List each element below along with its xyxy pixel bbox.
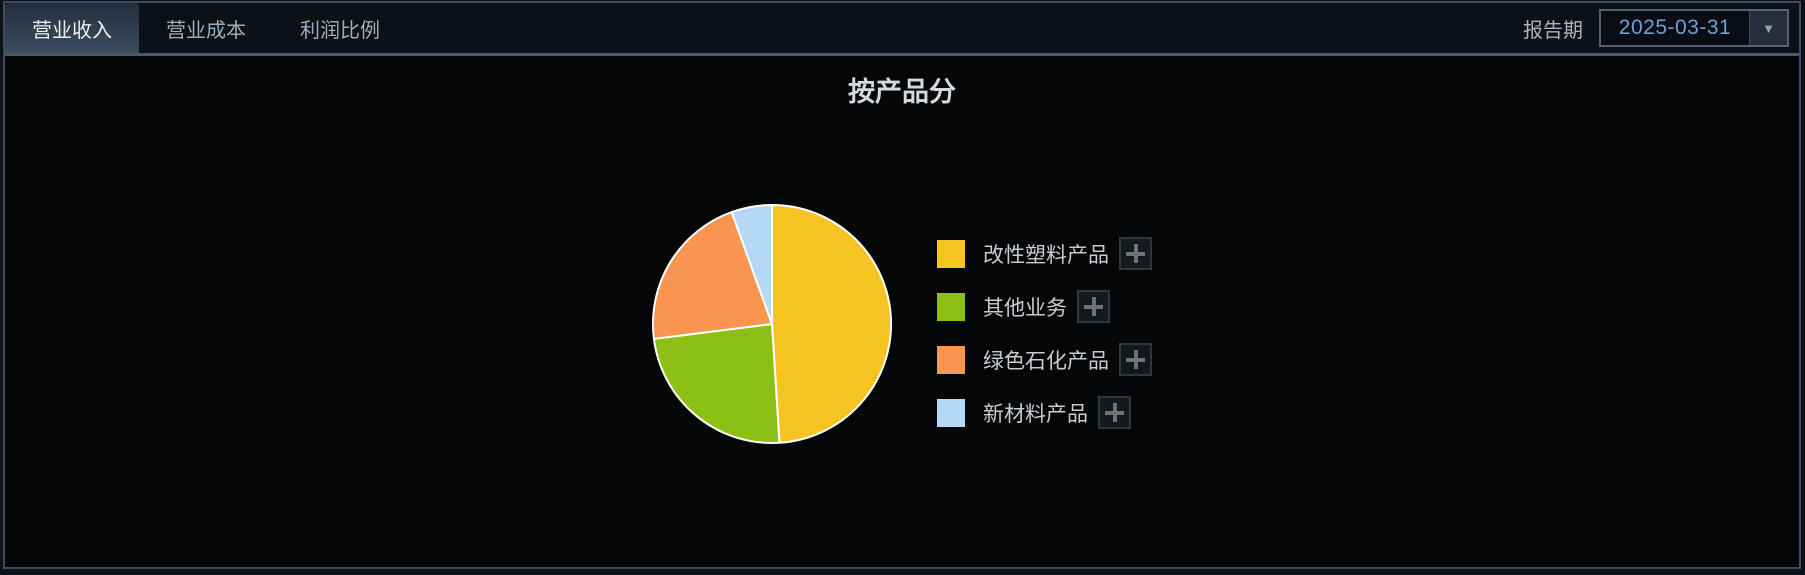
legend-item-green-petrochemical[interactable]: 绿色石化产品 xyxy=(937,343,1152,376)
plus-icon xyxy=(1126,350,1145,369)
tab-operating-cost[interactable]: 营业成本 xyxy=(166,19,246,42)
legend-label: 绿色石化产品 xyxy=(983,349,1109,373)
panel-frame: 营业收入 营业成本 利润比例 报告期 2025-03-31 按产品分 改性塑料产… xyxy=(3,1,1801,569)
add-series-button[interactable] xyxy=(1119,343,1152,376)
legend-swatch-icon xyxy=(937,239,965,268)
tabbar-spacer xyxy=(407,3,1523,53)
add-series-button[interactable] xyxy=(1098,396,1131,429)
plus-icon xyxy=(1126,244,1145,263)
add-series-button[interactable] xyxy=(1077,290,1110,323)
legend-swatch-icon xyxy=(937,398,965,427)
pie-chart xyxy=(652,204,893,444)
report-period-select[interactable]: 2025-03-31 xyxy=(1599,9,1789,47)
report-period-label: 报告期 xyxy=(1523,19,1583,42)
legend-item-other-business[interactable]: 其他业务 xyxy=(937,290,1152,323)
legend-swatch-icon xyxy=(937,345,965,374)
plus-icon xyxy=(1084,297,1103,316)
tab-bar: 营业收入 营业成本 利润比例 报告期 2025-03-31 xyxy=(5,3,1799,56)
legend-label: 其他业务 xyxy=(983,296,1067,320)
pie-legend: 改性塑料产品 其他业务 绿色石化产品 新材料产品 xyxy=(937,237,1152,429)
tab-profit-ratio[interactable]: 利润比例 xyxy=(300,19,380,42)
legend-swatch-icon xyxy=(937,292,965,321)
legend-item-modified-plastics[interactable]: 改性塑料产品 xyxy=(937,237,1152,270)
tab-operating-revenue[interactable]: 营业收入 xyxy=(5,3,139,53)
legend-item-new-materials[interactable]: 新材料产品 xyxy=(937,396,1152,429)
pie-slice-3[interactable] xyxy=(730,204,773,325)
pie-slice-1[interactable] xyxy=(652,323,781,444)
chevron-down-icon[interactable] xyxy=(1749,11,1787,45)
report-period-value: 2025-03-31 xyxy=(1618,16,1732,39)
add-series-button[interactable] xyxy=(1119,237,1152,270)
chart-content-area: 按产品分 改性塑料产品 其他业务 绿色石化产品 xyxy=(5,56,1799,567)
legend-label: 改性塑料产品 xyxy=(983,243,1109,267)
chart-title: 按产品分 xyxy=(848,77,956,107)
plus-icon xyxy=(1105,403,1124,422)
pie-slice-0[interactable] xyxy=(771,204,893,444)
legend-label: 新材料产品 xyxy=(983,402,1088,426)
